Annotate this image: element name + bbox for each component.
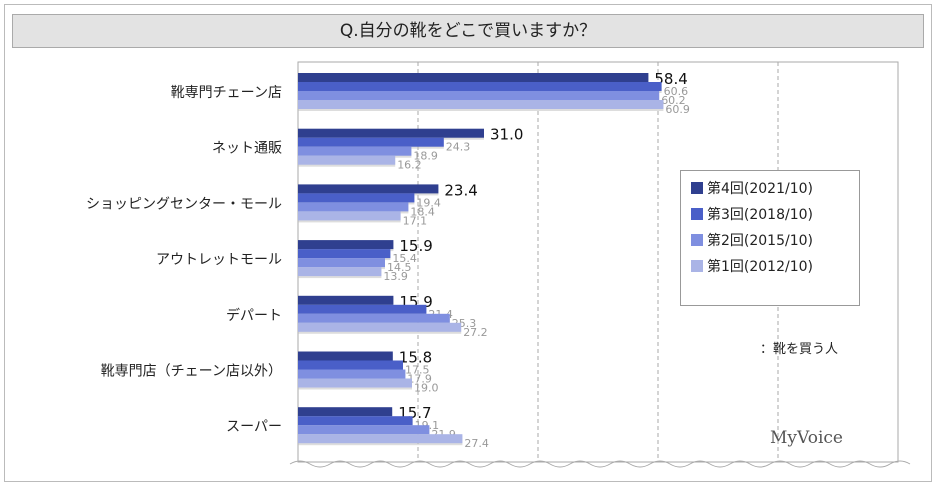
- chart-title: Q.自分の靴をどこで買いますか？: [12, 14, 924, 48]
- bar: [298, 322, 462, 332]
- data-label: 60.9: [665, 103, 690, 116]
- data-label: 13.9: [383, 270, 408, 283]
- data-label: 16.2: [397, 159, 422, 172]
- bar: [298, 434, 463, 444]
- data-label: 19.0: [414, 382, 439, 395]
- data-label: 19.4: [416, 196, 441, 209]
- data-label: 58.4: [654, 70, 687, 88]
- bar: [298, 351, 393, 361]
- wavy-break: [289, 460, 911, 468]
- note: ：靴を買う人: [760, 342, 839, 357]
- legend-item: 第1回(2012/10): [681, 253, 859, 279]
- legend-label: 第3回(2018/10): [707, 207, 813, 223]
- legend-label: 第1回(2012/10): [707, 259, 813, 275]
- bar: [298, 407, 393, 417]
- myvoice-logo: MyVoice: [770, 428, 843, 448]
- chart-frame: [4, 4, 932, 482]
- bar: [298, 82, 662, 91]
- legend-swatch: [691, 208, 703, 220]
- bar: [298, 184, 439, 194]
- bar: [298, 202, 409, 212]
- data-label: 18.9: [413, 150, 438, 163]
- bar: [298, 240, 394, 250]
- data-label: 15.8: [399, 349, 432, 367]
- category-label: ショッピングセンター・モール: [86, 196, 282, 212]
- bar: [298, 91, 660, 100]
- data-label: 27.2: [463, 326, 488, 339]
- bar: [298, 313, 450, 323]
- bar: [298, 211, 401, 221]
- bar: [298, 360, 403, 370]
- bar: [298, 378, 412, 388]
- category-label: デパート: [226, 307, 282, 324]
- data-label: 24.3: [446, 141, 471, 154]
- data-label: 60.2: [661, 94, 686, 107]
- bar: [298, 369, 406, 379]
- data-label: 31.0: [490, 126, 523, 144]
- category-label: 靴専門店（チェーン店以外）: [101, 364, 282, 380]
- data-label: 60.6: [664, 85, 689, 98]
- bar: [298, 295, 394, 305]
- data-label: 14.5: [387, 261, 412, 274]
- data-label: 17.5: [405, 364, 430, 377]
- legend-swatch: [691, 234, 703, 246]
- bar: [298, 137, 444, 147]
- legend-swatch: [691, 182, 703, 194]
- legend-label: 第4回(2021/10): [707, 181, 813, 197]
- legend: 第4回(2021/10) 第3回(2018/10) 第2回(2015/10) 第1回(…: [680, 170, 860, 306]
- category-label: スーパー: [226, 419, 282, 435]
- legend-item: 第4回(2021/10): [681, 175, 859, 201]
- bar: [298, 267, 382, 277]
- bar: [298, 304, 427, 314]
- bar: [298, 155, 396, 165]
- data-label: 17.1: [403, 214, 428, 227]
- data-label: 17.9: [407, 373, 432, 386]
- category-label: 靴専門チェーン店: [171, 85, 282, 101]
- category-label: ネット通販: [212, 141, 282, 157]
- bar: [298, 425, 430, 435]
- bar: [298, 249, 391, 259]
- bar: [298, 128, 484, 138]
- data-label: 27.4: [464, 437, 489, 450]
- bar: [298, 73, 649, 82]
- data-label: 15.9: [399, 237, 432, 255]
- bar: [298, 416, 413, 426]
- bar: [298, 100, 664, 109]
- bar: [298, 258, 385, 268]
- legend-item: 第2回(2015/10): [681, 227, 859, 253]
- data-label: 23.4: [444, 181, 477, 199]
- legend-swatch: [691, 260, 703, 272]
- data-label: 15.4: [392, 252, 417, 265]
- category-label: アウトレットモール: [156, 252, 282, 268]
- bar: [298, 146, 412, 156]
- bar: [298, 193, 415, 203]
- legend-label: 第2回(2015/10): [707, 233, 813, 249]
- legend-item: 第3回(2018/10): [681, 201, 859, 227]
- data-label: 18.4: [410, 205, 435, 218]
